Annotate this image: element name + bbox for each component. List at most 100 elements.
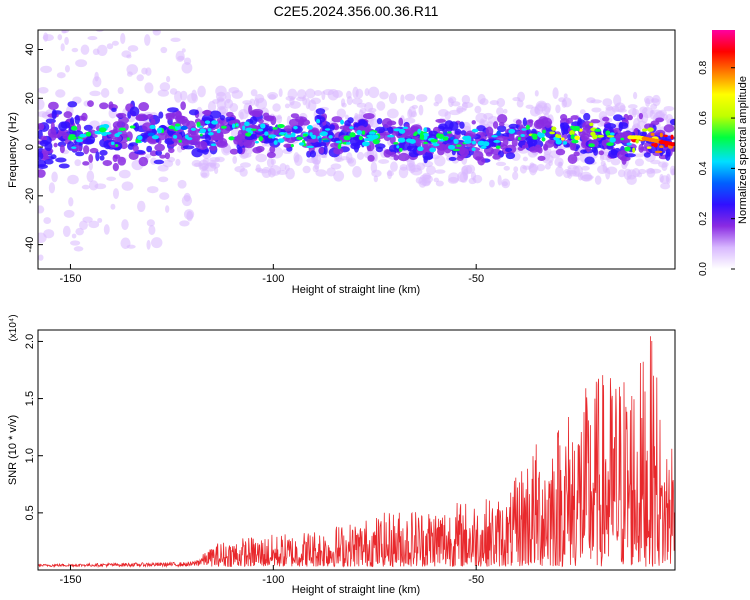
spectrogram-blob <box>159 192 170 200</box>
spectrogram-blob <box>135 139 142 143</box>
spectrogram-blob <box>361 141 370 147</box>
snr-y-tick-label: 2.0 <box>24 334 36 349</box>
spectrogram-blob <box>515 119 522 126</box>
spectrogram-blob <box>95 151 100 162</box>
spectrogram-blob <box>419 133 425 139</box>
spectrogram-blob <box>555 104 561 114</box>
spectrogram-blob <box>97 44 108 56</box>
spectrogram-blob <box>594 128 602 132</box>
spectrogram-blob <box>610 158 621 166</box>
spectrogram-blob <box>234 165 246 173</box>
spectrogram-blob <box>513 166 519 173</box>
spectrogram-blob <box>635 139 639 144</box>
spectrogram-blob <box>197 85 206 98</box>
spectrogram-blob <box>398 129 406 134</box>
spectrogram-blob <box>146 145 153 153</box>
spectrogram-blob <box>121 181 134 191</box>
spectrogram-blob <box>537 131 542 137</box>
spectrogram-blob <box>151 135 159 140</box>
spectrogram-blob <box>115 112 127 118</box>
spectrogram-blob <box>477 156 486 166</box>
spectrogram-blob <box>606 142 614 147</box>
spectrogram-blob <box>140 132 150 139</box>
spectrogram-blob <box>97 217 103 223</box>
spectrogram-blob <box>534 90 539 97</box>
snr-panel: -150 -100 -50 0.5 1.0 1.5 2.0 Height of strai… <box>7 314 676 596</box>
spectrogram-blob <box>219 124 231 135</box>
spectrogram-blob <box>503 108 508 114</box>
spectrogram-blob <box>408 106 417 118</box>
spectrogram-blob <box>145 114 154 120</box>
spectrogram-blob <box>448 156 457 161</box>
spectrogram-blob <box>287 88 298 100</box>
spectrogram-blob <box>201 128 207 133</box>
spectrogram-blob <box>277 124 285 129</box>
spectrogram-blob <box>669 142 675 147</box>
colorbar-gradient <box>712 30 735 269</box>
spectrogram-blob <box>519 164 527 174</box>
spectrogram-blob <box>455 144 462 148</box>
spectrogram-blob <box>129 125 136 129</box>
spectrogram-blob <box>402 126 409 130</box>
spectrogram-blob <box>339 125 350 130</box>
spectrogram-blob <box>69 240 81 246</box>
spectrogram-blob <box>38 205 45 214</box>
spectrogram-blob <box>584 156 595 165</box>
spectrogram-blob <box>88 161 93 171</box>
spectrogram-blob <box>374 126 386 134</box>
spectrogram-blob <box>75 227 84 236</box>
spectrogram-blob <box>368 107 377 113</box>
spectrogram-blob <box>50 154 57 160</box>
spectrogram-blob <box>169 18 175 27</box>
spectrogram-blob <box>591 107 602 113</box>
spectrogram-blob <box>249 110 260 117</box>
spectrogram-blob <box>526 138 538 146</box>
spectrogram-blob <box>186 120 196 130</box>
spectrogram-blob <box>88 180 99 191</box>
spectrogram-blob <box>429 147 436 153</box>
spectrogram-blob <box>450 136 455 141</box>
spectrogram-blob <box>617 108 627 113</box>
spectrogram-blob <box>505 147 513 153</box>
spectrogram-blob <box>561 125 566 136</box>
spectrogram-blob <box>313 90 323 97</box>
spectrogram-blob <box>225 116 236 121</box>
spectrogram-blob <box>207 132 214 136</box>
snr-x-tick-label: -50 <box>468 574 484 586</box>
spectrogram-blob <box>428 130 439 137</box>
spectrogram-blob <box>177 179 187 189</box>
spectrogram-blob <box>229 148 239 155</box>
spectrogram-blob <box>74 114 80 125</box>
spectrogram-blob <box>602 98 613 107</box>
spectrogram-blob <box>409 139 416 144</box>
spectrogram-blob <box>393 141 399 145</box>
spectrogram-blob <box>191 159 202 168</box>
spectrogram-blob <box>597 134 604 138</box>
spectrogram-blob <box>634 158 645 167</box>
spectrogram-blob <box>512 97 521 102</box>
spectrogram-blob <box>38 151 44 161</box>
spectrogram-blob <box>383 149 392 158</box>
spectrogram-blob <box>590 119 601 124</box>
spectrogram-blob <box>447 176 459 184</box>
spectrogram-blob <box>60 43 65 52</box>
spectrogram-blob <box>549 131 556 135</box>
spectrogram-blob <box>257 128 264 132</box>
spectrogram-blob <box>145 153 152 159</box>
spectrogram-blob <box>452 148 460 152</box>
spectrogram-blob <box>626 169 637 180</box>
spectrogram-blob <box>233 136 242 145</box>
colorbar-tick-label: 0.8 <box>698 60 709 74</box>
spectrogram-blob <box>208 145 218 151</box>
spectrogram-blob <box>48 182 56 194</box>
spectrogram-blob <box>333 170 345 182</box>
spectrogram-blob <box>654 150 663 154</box>
snr-frame <box>37 329 676 571</box>
spectrogram-blob <box>306 145 315 149</box>
spectrogram-blob <box>501 181 508 187</box>
spectrogram-blob <box>80 44 90 55</box>
spectrogram-blob <box>638 143 644 153</box>
spectrogram-blob <box>60 18 65 23</box>
spectrogram-blob <box>232 155 238 164</box>
spectrogram-blob <box>137 200 146 212</box>
